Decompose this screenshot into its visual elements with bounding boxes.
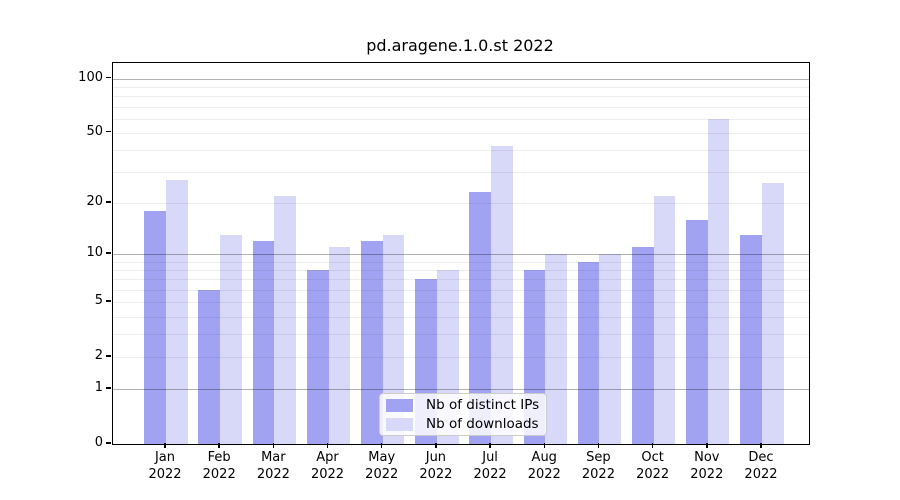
x-tick-mark (435, 443, 437, 448)
bar-downloads (274, 195, 297, 444)
gridline-major (113, 254, 809, 256)
gridline-minor (113, 132, 809, 134)
gridline-minor (113, 86, 809, 88)
x-tick-mark (218, 443, 220, 448)
x-tick-mark (543, 443, 545, 448)
gridline-minor (113, 96, 809, 98)
gridline-major (113, 78, 809, 80)
y-tick-label: 100 (78, 69, 103, 85)
x-tick-label: Jun 2022 (419, 450, 453, 482)
bar-downloads (328, 247, 351, 444)
bar-downloads (707, 118, 730, 444)
bar-distinct-ips (252, 240, 275, 444)
chart-title: pd.aragene.1.0.st 2022 (366, 36, 554, 55)
x-tick-label: Feb 2022 (202, 450, 236, 482)
bar-downloads (599, 254, 622, 444)
y-tick-mark (106, 130, 111, 133)
y-tick-mark (106, 300, 111, 302)
y-tick-label: 2 (94, 348, 103, 364)
x-tick-label: Dec 2022 (744, 450, 778, 482)
legend-item: Nb of distinct IPs (386, 396, 540, 413)
legend-label: Nb of downloads (426, 415, 539, 432)
x-tick-mark (380, 443, 383, 448)
x-tick-label: Apr 2022 (310, 450, 345, 482)
legend-swatch (386, 398, 413, 412)
legend: Nb of distinct IPs Nb of downloads (379, 393, 547, 436)
y-tick-mark (106, 76, 111, 79)
gridline-minor (113, 289, 809, 291)
y-tick-label: 50 (86, 123, 103, 139)
x-tick-mark (760, 443, 762, 448)
gridline-minor (113, 106, 809, 108)
x-tick-label: Aug 2022 (527, 450, 561, 482)
bar-distinct-ips (469, 192, 492, 444)
bar-downloads (761, 183, 784, 444)
legend-item: Nb of downloads (386, 415, 539, 432)
bar-distinct-ips (740, 235, 762, 444)
gridline-minor (113, 118, 809, 120)
gridline-minor (113, 279, 809, 281)
x-tick-label: Mar 2022 (256, 450, 290, 482)
bar-distinct-ips (306, 270, 329, 444)
x-tick-mark (651, 443, 654, 448)
x-tick-mark (489, 443, 491, 448)
plot-area (112, 62, 810, 445)
x-tick-mark (706, 443, 708, 448)
bar-distinct-ips (198, 289, 221, 444)
gridline-minor (113, 270, 809, 272)
bar-downloads (166, 180, 188, 444)
gridline-minor (113, 316, 809, 318)
legend-label: Nb of distinct IPs (426, 396, 540, 413)
x-tick-mark (164, 443, 166, 448)
bar-distinct-ips (686, 219, 708, 444)
x-tick-label: May 2022 (365, 450, 399, 482)
y-tick-mark (106, 387, 111, 389)
y-tick-label: 0 (94, 435, 103, 450)
x-tick-mark (597, 443, 600, 448)
bar-downloads (653, 195, 676, 444)
x-tick-label: Sep 2022 (581, 450, 615, 482)
x-tick-label: Jan 2022 (148, 450, 182, 482)
bar-downloads (220, 235, 242, 444)
gridline-minor (113, 334, 809, 336)
gridline-minor (113, 172, 809, 174)
y-tick-label: 1 (94, 380, 103, 396)
bar-downloads (545, 254, 567, 444)
bar-downloads (382, 235, 405, 444)
gridline-minor (113, 357, 809, 359)
y-tick-label: 20 (86, 193, 103, 209)
x-tick-mark (326, 443, 329, 448)
y-tick-mark (106, 442, 111, 444)
gridline-minor (113, 202, 809, 204)
gridline-major (113, 389, 809, 391)
gridline-minor (113, 149, 809, 151)
y-tick-mark (106, 201, 111, 203)
bar-distinct-ips (144, 210, 166, 444)
y-tick-label: 5 (94, 293, 103, 309)
x-tick-mark (272, 443, 275, 448)
bar-distinct-ips (577, 261, 600, 444)
bar-distinct-ips (361, 240, 383, 444)
bar-downloads (491, 146, 513, 444)
bar-distinct-ips (631, 247, 654, 444)
y-tick-label: 10 (86, 245, 103, 261)
gridline-minor (113, 302, 809, 304)
y-tick-mark (106, 252, 111, 254)
y-tick-mark (106, 355, 111, 357)
legend-swatch (386, 417, 413, 431)
x-tick-label: Nov 2022 (690, 450, 724, 482)
x-tick-label: Jul 2022 (473, 450, 507, 482)
x-tick-label: Oct 2022 (636, 450, 670, 482)
gridline-minor (113, 261, 809, 263)
